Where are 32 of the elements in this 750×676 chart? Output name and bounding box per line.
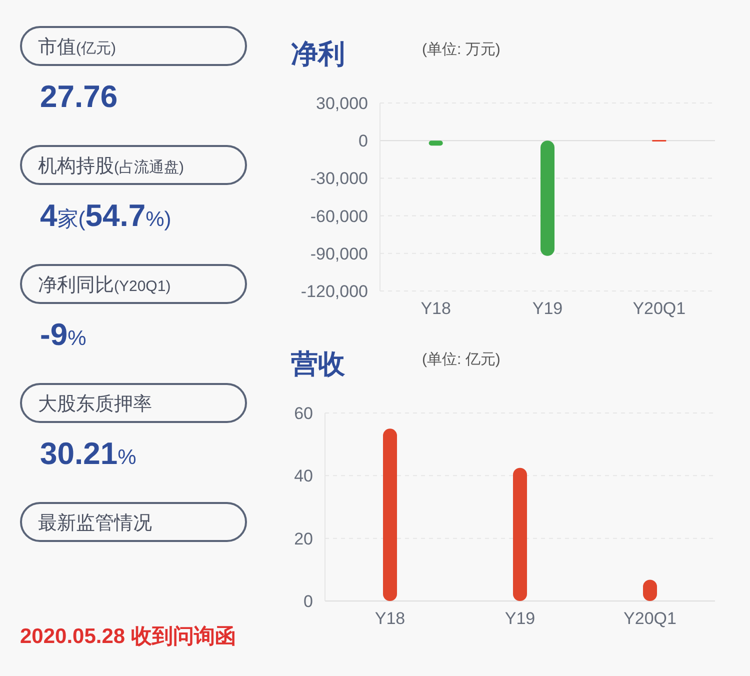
y-tick-label: -90,000 — [310, 244, 368, 264]
chart-title: 净利 — [291, 39, 345, 69]
text: 最新监管情况 — [38, 512, 152, 534]
text: -9% — [40, 317, 86, 352]
y-tick-label: 40 — [294, 466, 313, 486]
chart-subtitle: (单位: 亿元) — [422, 351, 500, 368]
text: 大股东质押率 — [38, 393, 152, 415]
text: 27.76 — [40, 79, 118, 114]
chart-title: 营收 — [290, 349, 346, 379]
y-tick-label: 0 — [358, 132, 368, 151]
x-tick-label: Y18 — [374, 609, 406, 628]
text: 市值(亿元) — [38, 36, 116, 58]
text: 4家(54.7%) — [40, 198, 172, 233]
x-tick-label: Y18 — [420, 299, 451, 318]
x-tick-label: Y20Q1 — [624, 609, 676, 628]
x-tick-label: Y19 — [532, 299, 563, 318]
bar — [513, 468, 527, 601]
x-tick-label: Y19 — [504, 609, 536, 628]
text: 30.21% — [40, 436, 136, 471]
text: 净利同比(Y20Q1) — [38, 275, 171, 296]
text: 2020.05.28 收到问询函 — [20, 625, 236, 648]
y-tick-label: -120,000 — [300, 282, 368, 301]
y-tick-label: 0 — [304, 592, 313, 611]
y-tick-label: -60,000 — [310, 206, 368, 226]
text: 机构持股(占流通盘) — [38, 156, 184, 177]
y-tick-label: 60 — [294, 404, 313, 423]
y-tick-label: -30,000 — [310, 169, 368, 188]
chart-subtitle: (单位: 万元) — [422, 41, 500, 58]
x-tick-label: Y20Q1 — [632, 299, 686, 318]
bar — [383, 428, 397, 601]
y-tick-label: 20 — [294, 529, 313, 548]
y-tick-label: 30,000 — [316, 94, 368, 113]
